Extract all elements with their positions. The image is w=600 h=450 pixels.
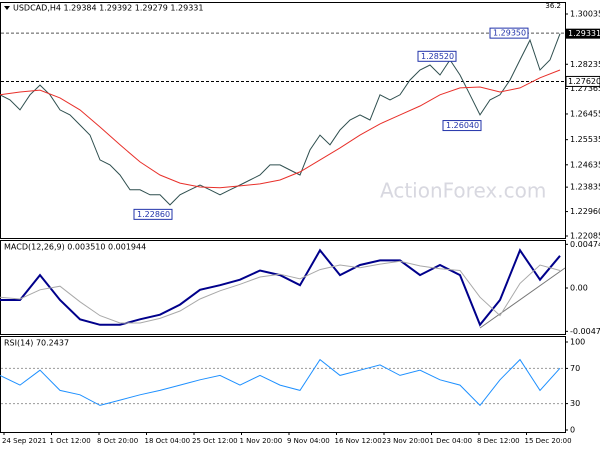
annotation-box (417, 50, 457, 62)
symbol-arrow (4, 6, 10, 10)
y-tick-label: 70 (570, 364, 580, 373)
rsi-title: RSI(14) 70.2437 (4, 339, 69, 348)
y-tick-label: 1.25535 (570, 135, 600, 144)
y-tick-label: 1.22085 (570, 232, 600, 241)
annotation-label: 1.29350 (493, 29, 526, 38)
x-tick-label: 1 Dec 04:00 (430, 437, 473, 445)
x-tick-label: 24 Sep 2021 (2, 437, 46, 445)
y-tick-label: 100 (570, 338, 585, 347)
y-tick-label: 1.22960 (570, 207, 600, 216)
annotation-label: 1.22860 (137, 210, 170, 219)
y-tick-label: 0 (570, 426, 575, 435)
series-line (0, 260, 561, 324)
y-tick-label: 1.30035 (570, 10, 600, 19)
series-line (0, 358, 561, 407)
annotation-label: 1.26040 (446, 121, 479, 130)
y-tick-label: 1.23835 (570, 183, 600, 192)
price-label: 1.29331 (568, 29, 600, 38)
rsi-panel (0, 336, 566, 433)
x-tick-label: 16 Nov 12:00 (335, 437, 382, 445)
y-tick-label: -0.004712 (570, 327, 600, 336)
series-line (0, 248, 561, 327)
trend-line (479, 267, 566, 329)
x-tick-label: 1 Oct 12:00 (50, 437, 91, 445)
corner-text: 36.2 (545, 2, 561, 10)
y-tick-label: 1.26455 (570, 109, 600, 118)
x-tick-label: 9 Nov 04:00 (287, 437, 330, 445)
level-box (565, 75, 600, 87)
level-label: 1.27620 (568, 77, 600, 86)
series-line (0, 33, 561, 206)
x-tick-label: 23 Nov 20:00 (382, 437, 429, 445)
y-tick-label: 1.27365 (570, 84, 600, 93)
y-tick-label: 1.24635 (570, 160, 600, 169)
x-tick-label: 8 Oct 20:00 (97, 437, 138, 445)
x-tick-label: 15 Dec 20:00 (525, 437, 572, 445)
y-tick-label: 30 (570, 399, 580, 408)
macd-title: MACD(12,26,9) 0.003510 0.001944 (4, 243, 146, 252)
watermark: ActionForex.com (380, 179, 546, 203)
x-tick-label: 25 Oct 12:00 (192, 437, 238, 445)
annotation-box (442, 120, 482, 132)
price-panel (0, 2, 566, 239)
x-tick-label: 1 Nov 20:00 (240, 437, 283, 445)
x-tick-label: 8 Dec 12:00 (477, 437, 520, 445)
y-tick-label: 1.28235 (570, 60, 600, 69)
annotation-label: 1.28520 (421, 52, 454, 61)
y-tick-label: 0.004745 (570, 240, 600, 249)
y-tick-label: 0.00 (570, 284, 588, 293)
series-line (0, 69, 561, 189)
x-tick-label: 18 Oct 04:00 (145, 437, 191, 445)
price-box (566, 28, 600, 39)
annotation-box (489, 27, 529, 39)
annotation-box (133, 208, 173, 220)
chart-title: USDCAD,H4 1.29384 1.29392 1.29279 1.2933… (13, 4, 203, 13)
